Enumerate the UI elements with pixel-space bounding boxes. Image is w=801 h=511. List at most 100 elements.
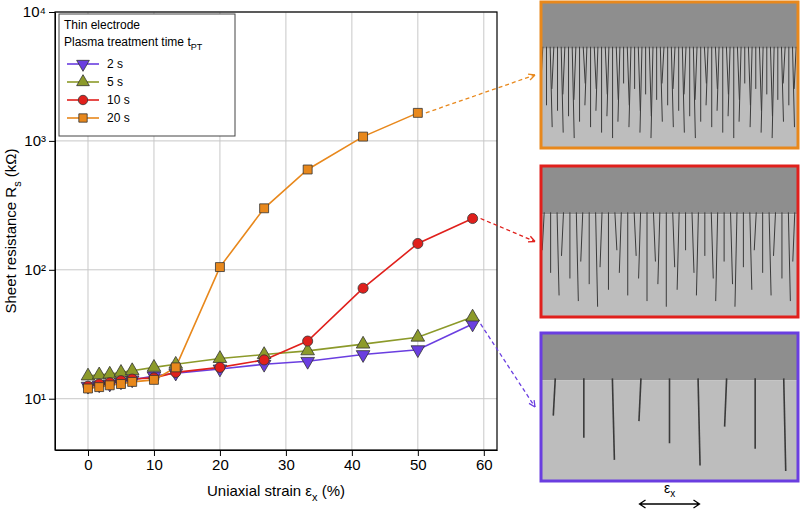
crack	[615, 212, 617, 250]
x-axis: 0102030405060	[56, 450, 498, 473]
data-point	[413, 238, 423, 248]
strain-arrow	[640, 500, 700, 508]
data-point	[147, 360, 161, 372]
legend: Thin electrode Plasma treatment time tPT 2…	[59, 14, 235, 136]
data-point	[413, 108, 422, 117]
data-point	[411, 346, 425, 358]
crack	[583, 47, 585, 84]
pointer-line	[426, 75, 535, 113]
series-line	[88, 317, 473, 376]
crack	[715, 47, 717, 89]
data-point	[466, 309, 480, 321]
data-point	[358, 283, 368, 293]
y-tick: 10⁴	[23, 3, 55, 20]
x-tick: 0	[84, 450, 92, 473]
crack	[781, 47, 783, 122]
grid-line-x	[285, 12, 286, 450]
micrograph-top	[541, 333, 798, 380]
crack	[590, 47, 591, 127]
crack	[640, 47, 642, 133]
strain-label: εx	[664, 480, 675, 499]
text-part: PT	[191, 42, 203, 52]
data-point	[81, 382, 95, 394]
crack	[725, 378, 727, 426]
x-tick-label: 10	[146, 456, 163, 473]
crack	[706, 47, 708, 106]
y-axis-line	[55, 13, 56, 451]
crack	[788, 47, 789, 106]
x-tick: 50	[410, 450, 427, 473]
data-point	[356, 336, 370, 348]
data-point	[303, 165, 312, 174]
crack	[755, 47, 756, 89]
data-point	[116, 380, 125, 389]
legend-marker	[79, 114, 87, 122]
crack	[600, 212, 602, 267]
plot-frame	[55, 12, 497, 450]
data-point	[359, 132, 368, 141]
crack	[634, 47, 635, 89]
text-part: Thin electrode	[64, 18, 140, 32]
text-part: Uniaxial strain ε	[207, 482, 312, 499]
crack	[772, 47, 774, 138]
pointer-line	[481, 219, 535, 242]
x-tick: 20	[212, 450, 229, 473]
text-part: Plasma treatment time t	[64, 35, 191, 49]
data-point	[303, 336, 313, 346]
legend-label: 20 s	[107, 111, 130, 125]
crack	[728, 47, 730, 117]
data-point	[301, 357, 315, 369]
crack	[605, 47, 607, 95]
crack	[724, 212, 725, 261]
crack	[596, 212, 598, 306]
data-point	[103, 380, 117, 392]
crack	[743, 212, 744, 267]
crack	[781, 212, 782, 278]
crack	[696, 212, 698, 295]
crack	[618, 47, 620, 122]
legend-marker	[77, 60, 90, 71]
micrograph-film	[541, 214, 798, 317]
grid-line-x	[417, 12, 418, 450]
crack	[754, 212, 756, 250]
crack	[557, 47, 558, 111]
crack	[711, 212, 713, 278]
grid-line-x	[483, 12, 484, 450]
crack	[651, 47, 653, 138]
data-point	[114, 378, 128, 390]
crack	[546, 47, 547, 106]
text-part: x	[670, 488, 675, 499]
data-point	[468, 213, 478, 223]
crack	[726, 47, 728, 95]
grid	[55, 12, 497, 450]
y-axis: 10¹10²10³10⁴	[23, 3, 56, 450]
data-point	[215, 263, 224, 272]
data-point	[84, 384, 93, 393]
y-tick-mark	[49, 399, 55, 400]
crack	[717, 47, 719, 111]
crack	[576, 212, 578, 301]
series-line	[88, 219, 473, 387]
y-axis-title: Sheet resistance Rs (kΩ)	[2, 148, 23, 313]
grid-line-y	[55, 140, 497, 141]
data-point	[411, 329, 425, 341]
data-point	[356, 351, 370, 363]
y-tick-label: 10⁴	[23, 3, 46, 20]
crack	[645, 47, 646, 95]
micrograph	[541, 333, 798, 481]
crack	[608, 212, 609, 289]
x-tick-label: 20	[212, 456, 229, 473]
crack	[568, 47, 569, 117]
crack	[660, 47, 662, 122]
data-point	[105, 381, 114, 390]
crack	[678, 47, 679, 111]
crack	[750, 212, 752, 289]
micrograph	[541, 2, 798, 148]
chart: 010203040506010¹10²10³10⁴Uniaxial strain…	[0, 0, 801, 511]
x-tick-label: 0	[84, 456, 92, 473]
data-point	[215, 362, 225, 372]
legend-marker	[77, 75, 90, 86]
pointer-head	[529, 400, 535, 407]
x-tick-label: 40	[344, 456, 361, 473]
x-tick-label: 60	[476, 456, 493, 473]
